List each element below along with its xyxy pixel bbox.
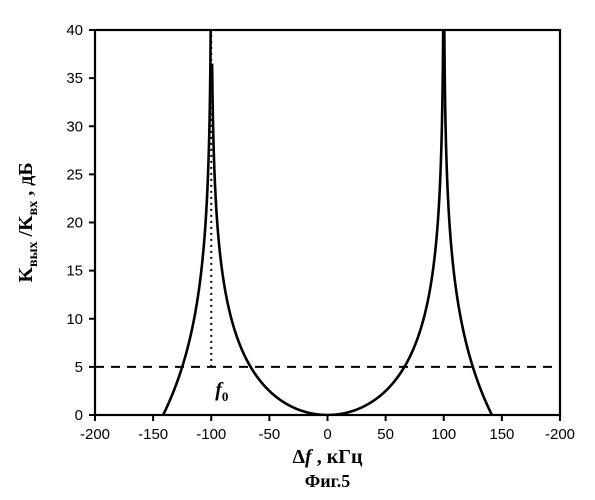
figure-caption: Фиг.5 <box>305 471 350 491</box>
x-tick-label: -50 <box>259 426 281 443</box>
y-tick-label: 35 <box>66 70 83 87</box>
y-tick-label: 25 <box>66 166 83 183</box>
y-tick-label: 15 <box>66 263 83 280</box>
x-tick-label: -150 <box>138 426 168 443</box>
x-tick-label: 100 <box>431 426 456 443</box>
x-tick-label: 0 <box>323 426 331 443</box>
y-tick-label: 0 <box>75 407 83 424</box>
x-tick-label: -200 <box>545 426 575 443</box>
x-axis-label: Δf , кГц <box>293 446 363 468</box>
y-tick-label: 10 <box>66 311 83 328</box>
x-tick-label: 50 <box>377 426 394 443</box>
y-tick-label: 40 <box>66 22 83 39</box>
plot-box <box>95 30 560 415</box>
y-tick-label: 20 <box>66 215 83 232</box>
y-tick-label: 30 <box>66 118 83 135</box>
response-curve <box>212 30 443 415</box>
response-curve <box>163 30 211 415</box>
y-axis-label: Kвых /Kвх , дБ <box>15 162 41 282</box>
x-tick-label: 150 <box>489 426 514 443</box>
x-tick-label: -200 <box>80 426 110 443</box>
f0-label: f0 <box>215 379 228 404</box>
y-tick-label: 5 <box>75 359 83 376</box>
x-tick-label: -100 <box>196 426 226 443</box>
response-curve <box>444 30 492 415</box>
